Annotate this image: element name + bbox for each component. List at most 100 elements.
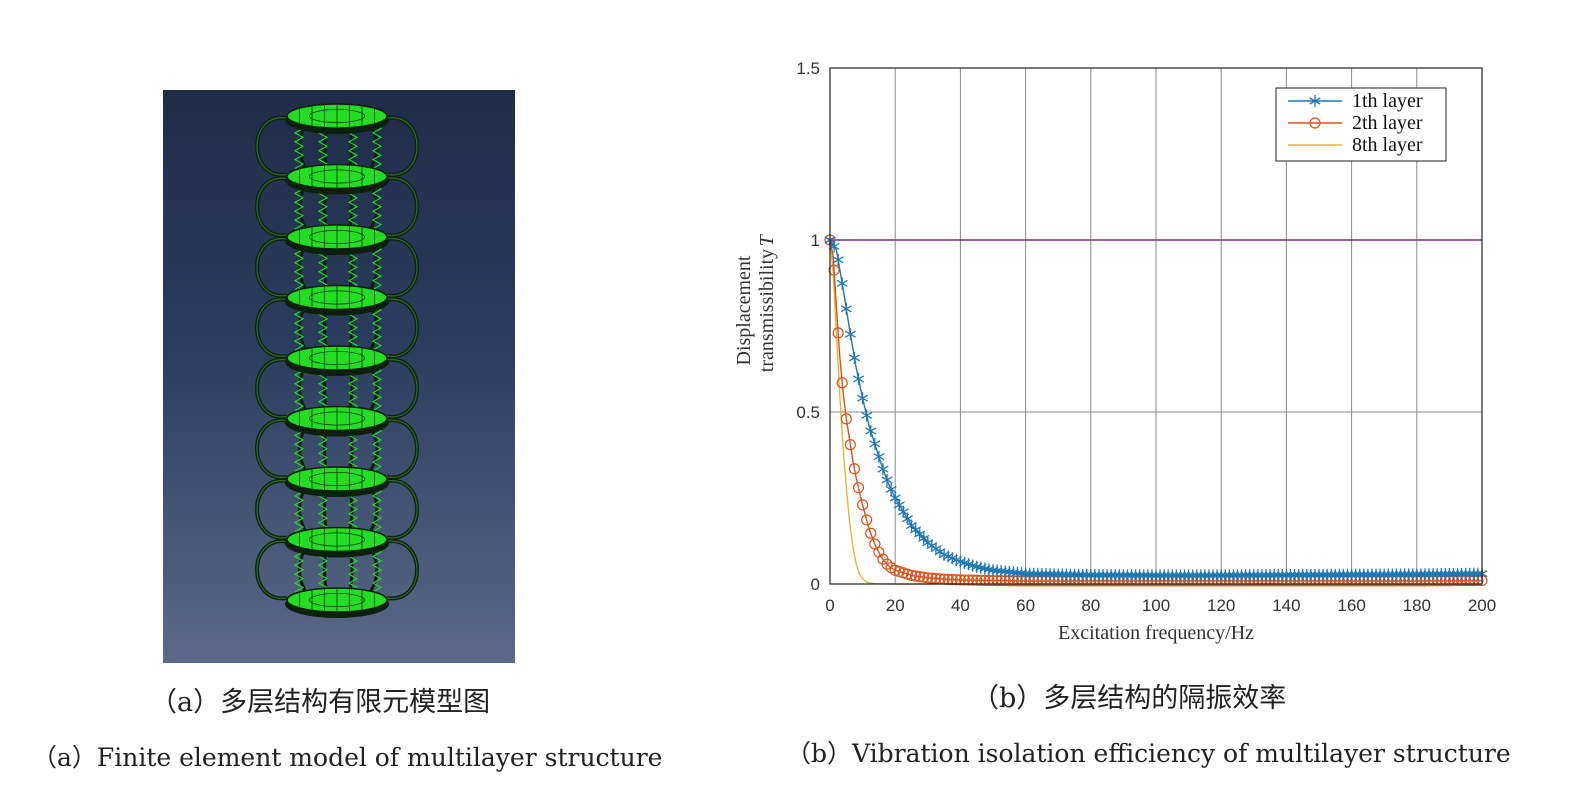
fe-spring (293, 486, 305, 532)
x-tick-label: 40 (951, 596, 970, 615)
fe-rib (255, 115, 288, 177)
caption-a-english: （a）Finite element model of multilayer st… (32, 743, 663, 772)
fe-rib (255, 539, 288, 601)
fe-mesh-ring (309, 532, 365, 547)
series-point-asterisk (832, 253, 844, 266)
fe-rib-highlight (256, 298, 288, 357)
caption-b-english: （b）Vibration isolation efficiency of mul… (786, 739, 1511, 768)
x-tick-label: 180 (1403, 596, 1431, 615)
fe-rib-highlight (386, 298, 418, 357)
y-axis-label: Displacement transmissibility T (733, 233, 778, 372)
fe-mesh-ring (309, 411, 365, 426)
fe-spring (371, 365, 383, 411)
fe-spring (371, 547, 383, 593)
fe-spring (371, 184, 383, 230)
fe-spring (293, 123, 305, 169)
fe-spring (293, 184, 305, 230)
x-tick-label: 160 (1337, 596, 1365, 615)
fe-mesh-ring (309, 592, 365, 607)
fe-rib-highlight (386, 480, 418, 539)
fe-rib (255, 297, 288, 359)
x-axis-label: Excitation frequency/Hz (1058, 622, 1254, 644)
fe-rib-highlight (386, 540, 418, 599)
series-point-asterisk (877, 463, 889, 476)
series-point-circle (962, 574, 975, 586)
series-point-asterisk (873, 450, 885, 463)
series-point-asterisk (840, 302, 852, 315)
fe-model-drawing (255, 103, 419, 618)
fe-rib (255, 418, 288, 480)
series-point-circle (983, 574, 995, 587)
series-point-circle (844, 439, 856, 451)
plot-frame (829, 67, 1483, 585)
series-point-circle (914, 571, 926, 583)
legend-box (1275, 87, 1447, 162)
fe-rib (386, 357, 419, 419)
legend-swatch-circle (1309, 117, 1321, 129)
fe-rib (386, 297, 419, 359)
fe-mesh-ring (309, 290, 365, 305)
series-point-asterisk (828, 240, 840, 253)
series-point-asterisk (848, 351, 860, 364)
series-point-circle (979, 574, 991, 586)
x-tick-label: 20 (886, 596, 905, 615)
x-tick-label: 80 (1081, 596, 1100, 615)
series-point-circle (828, 264, 840, 276)
y-tick-label: 0 (811, 575, 820, 594)
y-tick-label: 0.5 (796, 403, 820, 422)
series-point-asterisk (1309, 95, 1321, 107)
fe-rib (255, 236, 288, 298)
series-point-asterisk (881, 473, 893, 486)
legend-label: 2th layer (1352, 112, 1423, 134)
fe-rib-highlight (256, 419, 288, 478)
x-tick-label: 60 (1016, 596, 1035, 615)
series-point-circle (967, 574, 979, 586)
series-point-asterisk (865, 424, 877, 437)
series-point-asterisk (853, 372, 865, 385)
fe-rib-highlight (386, 419, 418, 478)
fe-rib (386, 539, 419, 601)
fe-mesh-ring (309, 169, 365, 184)
fe-rib-highlight (386, 177, 418, 236)
fe-rib-highlight (386, 238, 418, 297)
fe-rib-highlight (386, 117, 418, 176)
fe-mesh-ring (309, 229, 365, 244)
y-tick-label: 1 (811, 231, 820, 250)
fe-rib-highlight (256, 359, 288, 418)
series-point-circle (922, 572, 934, 584)
series-point-circle (861, 514, 873, 526)
x-tick-label: 200 (1468, 596, 1496, 615)
fe-rib (255, 357, 288, 419)
chart-series (824, 234, 1488, 587)
fe-mesh-ring (309, 350, 365, 365)
fe-rib (386, 236, 419, 298)
series-point-asterisk (861, 409, 873, 422)
series-point-circle (857, 499, 869, 511)
x-tick-label: 0 (825, 596, 834, 615)
chart-ticks: 0 20 40 60 80 100 120 140 160 180 200 0 0.5 1 1.5 (796, 59, 1496, 615)
series-point-circle (852, 482, 865, 494)
series-point-circle (865, 527, 877, 539)
fe-spring (371, 305, 383, 351)
caption-b-chinese: （b）多层结构的隔振效率 (972, 683, 1287, 714)
fe-mesh-ring (309, 108, 365, 123)
series-point-circle (848, 463, 861, 475)
fe-spring (371, 244, 383, 290)
legend-label: 8th layer (1352, 134, 1423, 156)
fe-rib-highlight (256, 177, 288, 236)
caption-a-chinese: （a）多层结构有限元模型图 (150, 687, 491, 718)
series-point-circle (881, 558, 893, 570)
fe-spring (293, 426, 305, 472)
y-axis-label-line1: Displacement (733, 255, 755, 365)
fe-rib-highlight (256, 540, 288, 599)
y-axis-label-line2: transmissibility (756, 249, 778, 372)
series-point-asterisk (844, 328, 856, 341)
series-point-asterisk (857, 392, 869, 405)
legend-label: 1th layer (1352, 90, 1423, 112)
fe-rib-highlight (256, 480, 288, 539)
fe-spring (371, 123, 383, 169)
fe-rib (386, 478, 419, 540)
fe-rib (386, 176, 419, 238)
series-point-circle (975, 574, 987, 586)
